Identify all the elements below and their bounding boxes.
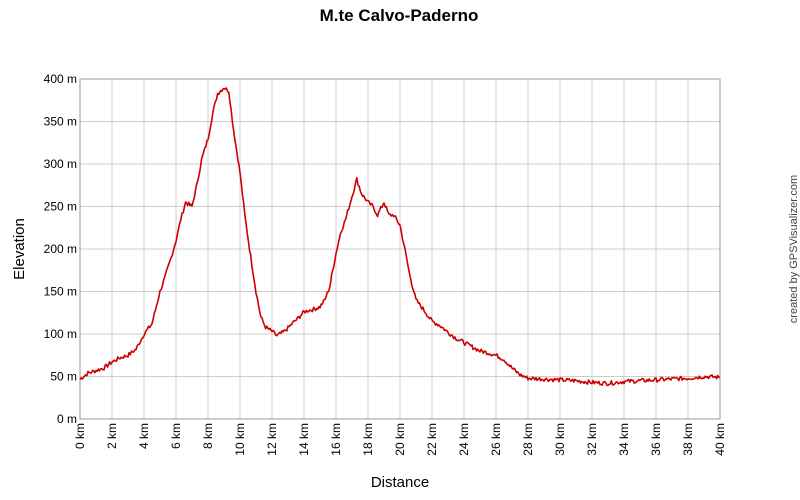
- y-tick-label: 0 m: [57, 412, 77, 426]
- x-tick-label: 24 km: [457, 423, 471, 456]
- y-axis-ticks: 0 m 50 m 100 m 150 m 200 m 250 m 300 m 350 m 400…: [44, 72, 77, 426]
- x-tick-label: 2 km: [105, 423, 119, 449]
- x-tick-label: 34 km: [617, 423, 631, 456]
- x-tick-label: 38 km: [681, 423, 695, 456]
- y-tick-label: 50 m: [50, 370, 77, 384]
- x-tick-label: 16 km: [329, 423, 343, 456]
- plot-area-border: [79, 78, 721, 420]
- x-tick-label: 0 km: [73, 423, 87, 449]
- x-tick-label: 20 km: [393, 423, 407, 456]
- grid: [79, 78, 721, 420]
- x-tick-label: 28 km: [521, 423, 535, 456]
- y-tick-label: 100 m: [44, 327, 77, 341]
- x-tick-label: 36 km: [649, 423, 663, 456]
- y-tick-label: 350 m: [44, 115, 77, 129]
- credit-text: created by GPSVisualizer.com: [788, 175, 800, 323]
- y-tick-label: 300 m: [44, 157, 77, 171]
- y-tick-label: 200 m: [44, 242, 77, 256]
- x-tick-label: 6 km: [169, 423, 183, 449]
- x-tick-label: 12 km: [265, 423, 279, 456]
- x-tick-label: 10 km: [233, 423, 247, 456]
- y-tick-label: 400 m: [44, 72, 77, 86]
- chart-title: M.te Calvo-Paderno: [320, 6, 479, 25]
- x-tick-label: 40 km: [713, 423, 727, 456]
- y-axis-label: Elevation: [11, 218, 28, 280]
- x-axis-ticks: 0 km 2 km 4 km 6 km 8 km 10 km 12 km 14 km 16 km…: [73, 423, 727, 456]
- x-tick-label: 4 km: [137, 423, 151, 449]
- x-tick-label: 26 km: [489, 423, 503, 456]
- y-tick-label: 150 m: [44, 285, 77, 299]
- x-axis-label: Distance: [371, 474, 429, 491]
- y-tick-label: 250 m: [44, 200, 77, 214]
- x-tick-label: 8 km: [201, 423, 215, 449]
- x-tick-label: 30 km: [553, 423, 567, 456]
- x-tick-label: 32 km: [585, 423, 599, 456]
- x-tick-label: 14 km: [297, 423, 311, 456]
- x-tick-label: 22 km: [425, 423, 439, 456]
- elevation-line: [79, 87, 721, 387]
- x-tick-label: 18 km: [361, 423, 375, 456]
